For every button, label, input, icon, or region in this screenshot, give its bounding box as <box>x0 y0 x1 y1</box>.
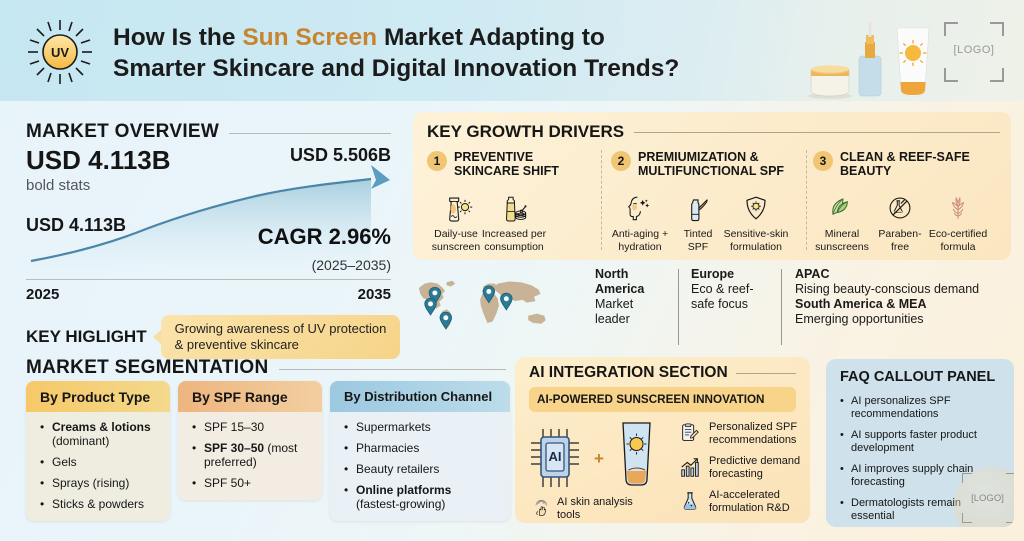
svg-text:AI: AI <box>549 449 562 464</box>
svg-text:UV: UV <box>51 45 69 60</box>
